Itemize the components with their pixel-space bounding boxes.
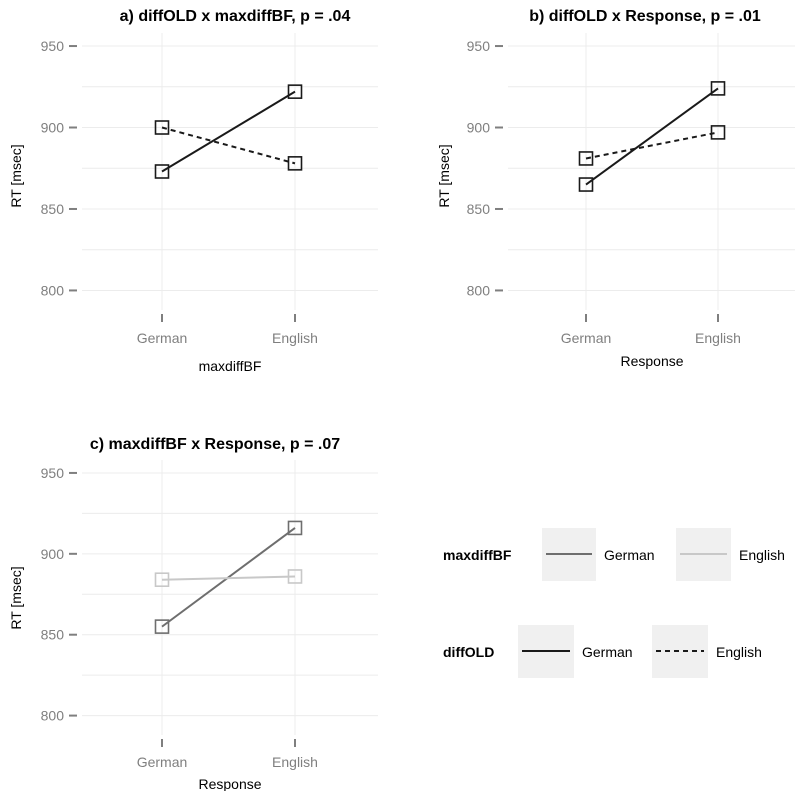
panel-a-ytick-label: 850: [41, 201, 65, 217]
panel-b-ylabel: RT [msec]: [436, 144, 452, 207]
panel-c-xlabel: Response: [198, 776, 261, 791]
panel-b-series-german-point: [710, 81, 726, 96]
panel-a: a) diffOLD x maxdiffBF, p = .04 maxdiffB…: [8, 8, 378, 374]
panel-b-xlabel: Response: [620, 353, 683, 369]
panel-c-title: c) maxdiffBF x Response, p = .07: [90, 436, 340, 453]
panel-c-series-english-point: [287, 569, 303, 584]
legend-label-diffOLD-german: German: [582, 644, 633, 660]
panel-b-title: b) diffOLD x Response, p = .01: [529, 8, 761, 25]
panel-c-ytick-label: 950: [41, 465, 65, 481]
panel-a-series-german-point: [287, 84, 303, 99]
panel-c-ytick-label: 800: [41, 708, 65, 724]
panel-a-series-english-point: [287, 156, 303, 171]
panel-b: b) diffOLD x Response, p = .01 Response …: [436, 8, 795, 369]
panel-c-ylabel: RT [msec]: [8, 566, 24, 629]
panel-a-ytick-label: 950: [41, 38, 65, 54]
panel-a-ytick-label: 800: [41, 282, 65, 298]
legend-label-maxdiffBF-german: German: [604, 547, 655, 563]
panel-b-series-english-line: [585, 131, 719, 160]
panel-b-ytick-label: 850: [467, 201, 491, 217]
legend-title-diffOLD: diffOLD: [443, 644, 494, 660]
panel-a-xlabel: maxdiffBF: [199, 358, 262, 374]
panel-a-marks: [154, 84, 303, 179]
legend: maxdiffBF German English diffOLD German …: [443, 528, 785, 678]
panel-b-ytick-label: 800: [467, 282, 491, 298]
panel-b-ticks: 800 850 900 950 German English: [467, 38, 741, 346]
panel-c-series-german-point: [154, 619, 170, 634]
panel-a-xtick-label: German: [137, 330, 188, 346]
legend-label-maxdiffBF-english: English: [739, 547, 785, 563]
panel-c-xtick-label: German: [137, 754, 188, 770]
panel-b-series-english-point: [578, 151, 594, 166]
panel-b-series-german-point: [578, 177, 594, 192]
panel-a-xtick-label: English: [272, 330, 318, 346]
panel-c-series-english-point: [154, 572, 170, 588]
panel-c-ticks: 800 850 900 950 German English: [41, 465, 318, 770]
panel-b-ytick-label: 900: [467, 120, 491, 136]
panel-b-ytick-label: 950: [467, 38, 491, 54]
panel-a-series-english-line: [161, 126, 296, 165]
panel-c-xtick-label: English: [272, 754, 318, 770]
panel-c-series-english-line: [161, 575, 296, 581]
panel-a-ylabel: RT [msec]: [8, 144, 24, 207]
legend-key-bg: [652, 625, 708, 678]
panel-b-series-english-point: [710, 125, 726, 140]
panel-b-grid: [508, 33, 795, 310]
panel-a-title: a) diffOLD x maxdiffBF, p = .04: [120, 8, 351, 25]
panel-a-ticks: 800 850 900 950 German English: [41, 38, 318, 346]
panel-b-series-german-line: [585, 87, 719, 186]
panel-b-marks: [578, 81, 726, 192]
legend-group-diffOLD: diffOLD German English: [443, 625, 762, 678]
panel-c-grid: [82, 460, 378, 735]
legend-title-maxdiffBF: maxdiffBF: [443, 547, 512, 563]
panel-a-series-english-point: [154, 120, 170, 135]
panel-a-series-german-point: [154, 164, 170, 179]
panel-c-ytick-label: 900: [41, 546, 65, 562]
panel-b-xtick-label: German: [561, 330, 612, 346]
panel-a-series-german-line: [161, 90, 296, 173]
panel-c: c) maxdiffBF x Response, p = .07 Respons…: [8, 436, 378, 791]
panel-c-marks: [154, 520, 303, 634]
panel-a-ytick-label: 900: [41, 120, 65, 136]
panel-b-xtick-label: English: [695, 330, 741, 346]
panel-a-grid: [82, 33, 378, 310]
legend-group-maxdiffBF: maxdiffBF German English: [443, 528, 785, 581]
legend-label-diffOLD-english: English: [716, 644, 762, 660]
panel-c-series-german-point: [287, 520, 303, 536]
panel-c-ytick-label: 850: [41, 627, 65, 643]
